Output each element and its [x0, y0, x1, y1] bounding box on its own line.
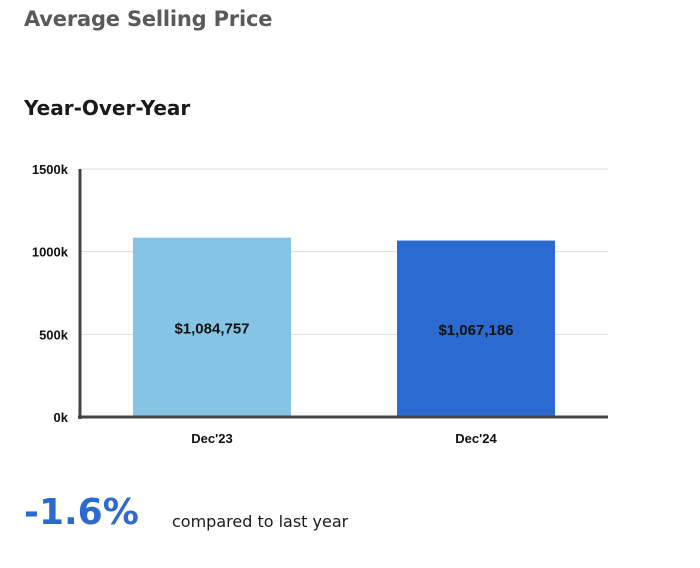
bar-chart-svg: 0k 500k 1000k 1500k $1,084,757 Dec'23 $1,067,1… [32, 162, 608, 446]
yoy-change-value: -1.6% [24, 492, 139, 533]
bar-2 [397, 240, 555, 417]
page-title: Average Selling Price [24, 7, 273, 31]
y-tick-label: 1000k [32, 245, 69, 260]
bar-1 [133, 237, 291, 417]
y-tick-label: 500k [39, 327, 69, 342]
bar-data-label: $1,067,186 [438, 322, 513, 339]
x-tick-label: Dec'23 [191, 431, 232, 446]
bar-data-label: $1,084,757 [174, 320, 249, 337]
section-title: Year-Over-Year [24, 96, 191, 120]
bar-chart: 0k 500k 1000k 1500k $1,084,757 Dec'23 $1,067,1… [0, 150, 700, 460]
y-tick-label: 0k [54, 410, 69, 425]
x-tick-label: Dec'24 [455, 431, 497, 446]
yoy-change-caption: compared to last year [172, 512, 349, 531]
y-tick-label: 1500k [32, 162, 69, 177]
